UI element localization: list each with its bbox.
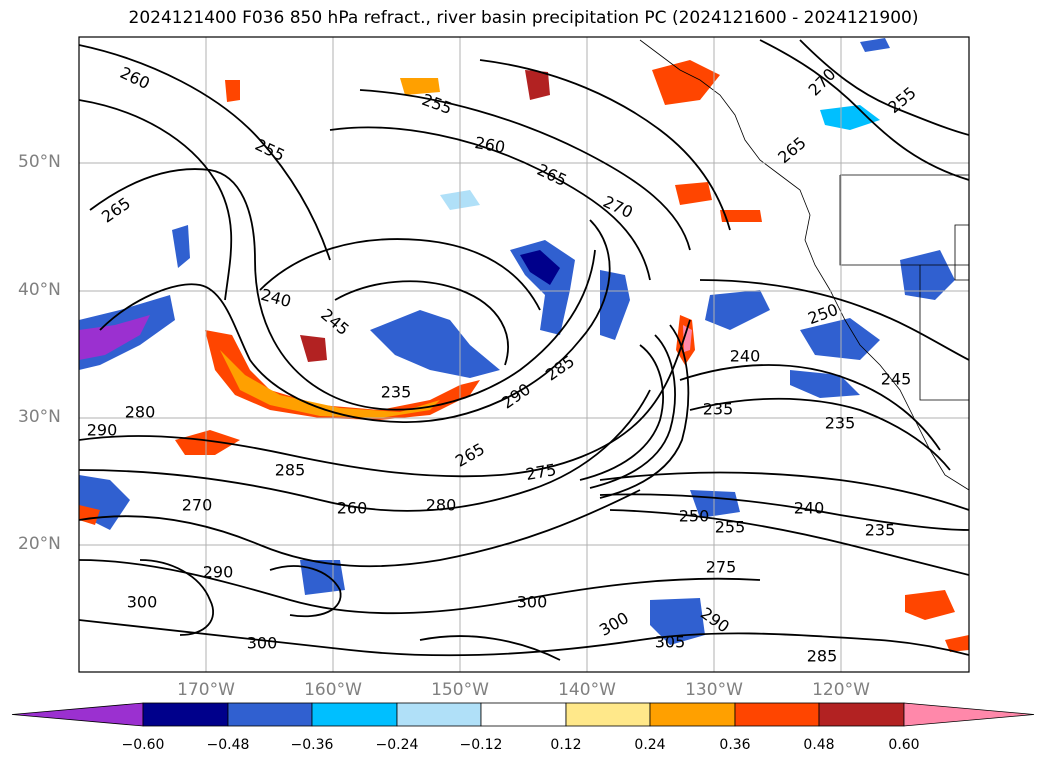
colorbar-tick-label: −0.12 [459, 737, 503, 753]
contour-label: 305 [654, 632, 686, 652]
lon-label: 120°W [812, 680, 870, 700]
colorbar-tick-label: 0.36 [719, 737, 751, 753]
colorbar [11, 702, 1035, 727]
contour-layer [79, 39, 969, 661]
lon-label: 160°W [304, 680, 362, 700]
map-title: 2024121400 F036 850 hPa refract., river … [128, 8, 919, 28]
contour-label: 245 [880, 369, 912, 389]
lat-label: 20°N [18, 534, 61, 554]
lat-label: 50°N [18, 152, 61, 172]
contour-label: 300 [126, 592, 158, 612]
colorbar-swatch [227, 702, 313, 727]
lon-label: 140°W [558, 680, 616, 700]
contour-label: 240 [729, 346, 761, 366]
colorbar-tick-label: −0.36 [290, 737, 334, 753]
contour-label: 300 [246, 633, 278, 653]
contour-label: 235 [824, 413, 856, 433]
colorbar-swatch [734, 702, 820, 727]
contour-label: 235 [380, 382, 412, 402]
contour-label: 290 [86, 420, 118, 440]
contour-label: 275 [705, 557, 737, 577]
colorbar-tick-label: −0.48 [206, 737, 250, 753]
colorbar-swatch [142, 702, 229, 727]
colorbar-tick-label: 0.48 [803, 737, 835, 753]
contour-label: 255 [714, 517, 746, 537]
contour-label: 250 [678, 506, 710, 526]
colorbar-tick-label: −0.60 [121, 737, 165, 753]
shading-layer [79, 38, 969, 652]
lat-label: 40°N [18, 280, 61, 300]
colorbar-swatch [903, 702, 1035, 727]
contour-label: 240 [793, 498, 825, 518]
colorbar-tick-label: 0.24 [634, 737, 666, 753]
contour-label: 300 [516, 592, 548, 612]
contour-label: 285 [274, 460, 306, 480]
colorbar-swatch [11, 702, 144, 727]
lon-label: 170°W [177, 680, 235, 700]
colorbar-tick-label: 0.60 [888, 737, 920, 753]
colorbar-swatch [396, 702, 482, 727]
colorbar-swatch [649, 702, 736, 727]
lon-label: 150°W [431, 680, 489, 700]
contour-label: 280 [124, 402, 156, 422]
contour-label: 270 [181, 495, 213, 515]
colorbar-swatch [818, 702, 905, 727]
colorbar-swatch [480, 702, 567, 727]
contour-label: 290 [202, 562, 234, 582]
lat-label: 30°N [18, 407, 61, 427]
contour-label: 235 [702, 399, 734, 419]
contour-label: 285 [806, 646, 838, 666]
contour-label: 260 [336, 498, 368, 518]
colorbar-swatch [311, 702, 398, 727]
colorbar-tick-label: 0.12 [550, 737, 582, 753]
colorbar-tick-label: −0.24 [375, 737, 419, 753]
map-frame [78, 36, 970, 673]
coastline-layer [639, 39, 969, 491]
contour-label: 235 [864, 520, 896, 540]
contour-label: 280 [425, 495, 457, 515]
lon-label: 130°W [685, 680, 743, 700]
colorbar-swatch [565, 702, 651, 727]
